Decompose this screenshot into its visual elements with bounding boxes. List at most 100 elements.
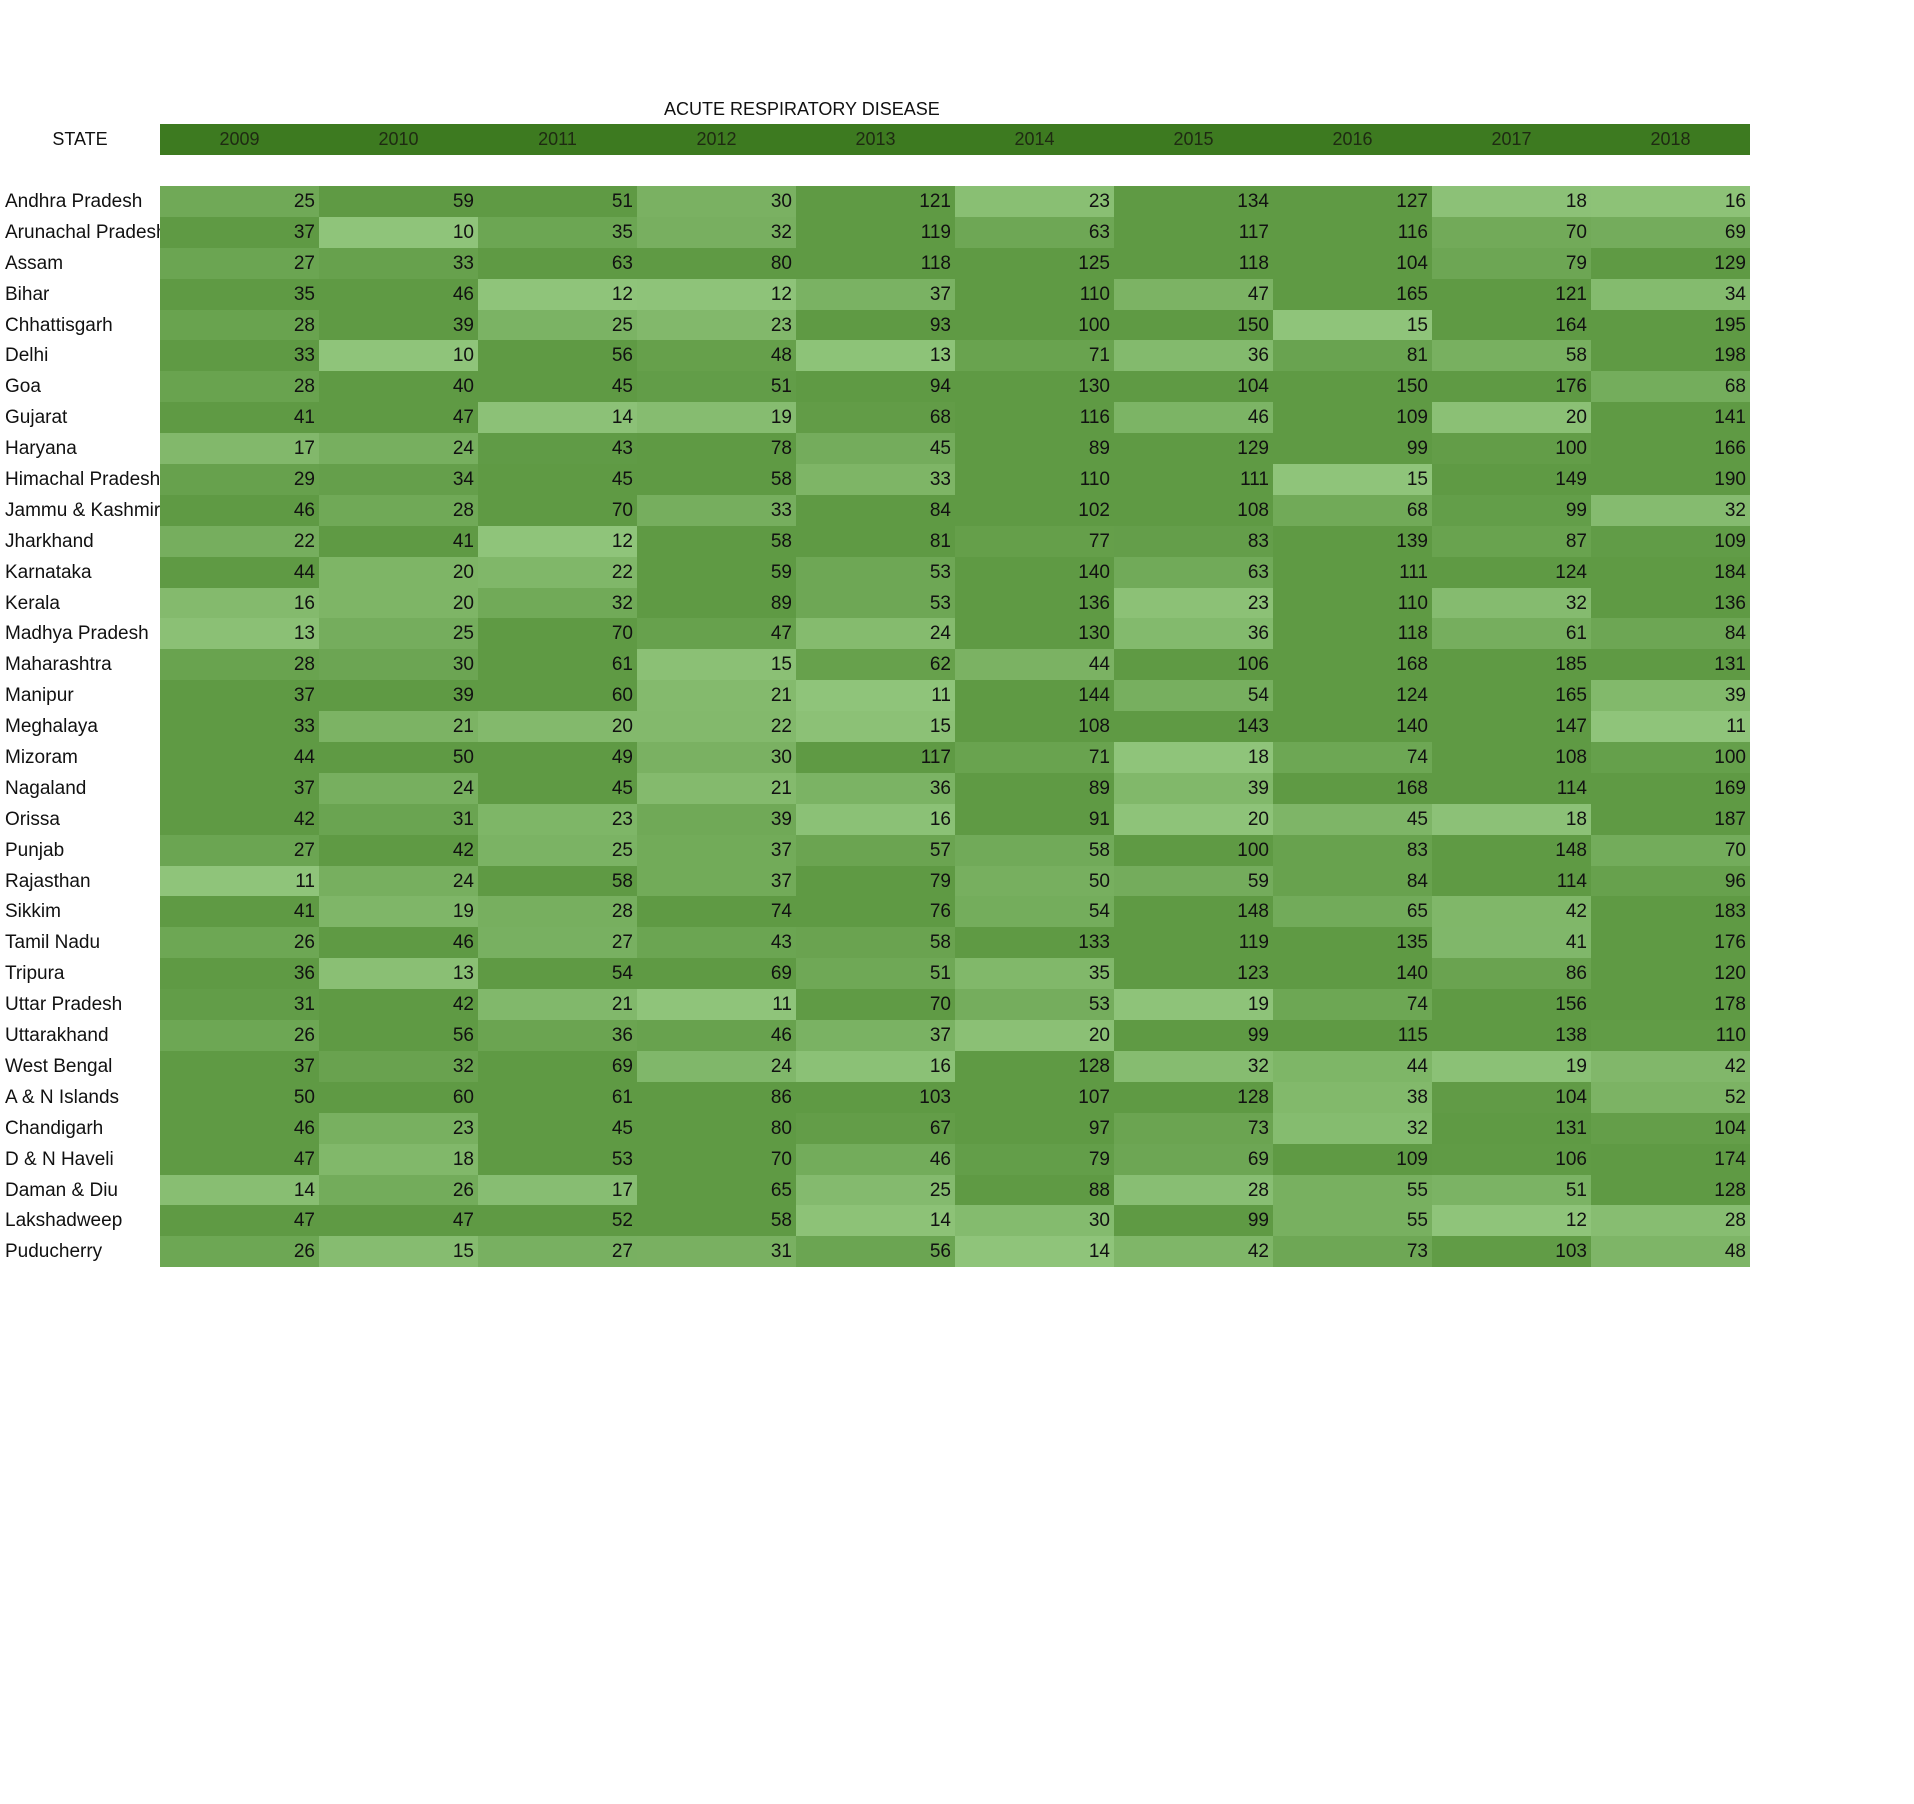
heatmap-cell: 13	[796, 340, 955, 372]
heatmap-cell: 141	[1591, 402, 1750, 434]
heatmap-cell: 118	[796, 247, 955, 279]
heatmap-cell: 42	[319, 989, 478, 1021]
heatmap-cell: 119	[796, 216, 955, 248]
state-column-header: STATE	[52, 129, 108, 149]
heatmap-cell: 190	[1591, 464, 1750, 495]
heatmap-cell: 110	[955, 278, 1114, 310]
heatmap-cell: 79	[796, 865, 955, 897]
heatmap-cell: 26	[160, 1020, 319, 1051]
heatmap-cell: 51	[478, 186, 637, 217]
heatmap-cell: 41	[319, 525, 478, 557]
heatmap-cell: 138	[1432, 1020, 1591, 1051]
heatmap-cell: 52	[478, 1205, 637, 1237]
heatmap-cell: 39	[1591, 680, 1750, 712]
heatmap-cell: 28	[319, 494, 478, 526]
heatmap-cell: 107	[955, 1081, 1114, 1113]
heatmap-cell: 130	[955, 618, 1114, 650]
heatmap-cell: 21	[637, 772, 796, 804]
heatmap-cell: 120	[1591, 958, 1750, 990]
heatmap-cell: 12	[637, 278, 796, 310]
heatmap-cell: 111	[1273, 556, 1432, 588]
heatmap-cell: 109	[1273, 402, 1432, 434]
heatmap-cell: 25	[478, 834, 637, 866]
heatmap-cell: 42	[160, 803, 319, 835]
heatmap-cell: 68	[1591, 371, 1750, 403]
heatmap-cell: 40	[319, 371, 478, 403]
heatmap-cell: 18	[1432, 186, 1591, 217]
heatmap-cell: 29	[160, 464, 319, 495]
heatmap-cell: 26	[160, 1236, 319, 1268]
heatmap-cell: 99	[1114, 1020, 1273, 1051]
table-row: Arunachal Pradesh 37 10 35 32 119 63 117 116 70 69	[0, 216, 1750, 248]
heatmap-cell: 48	[1591, 1236, 1750, 1268]
heatmap-cell: 49	[478, 742, 637, 773]
heatmap-cell: 79	[1432, 247, 1591, 279]
heatmap-cell: 23	[319, 1112, 478, 1144]
heatmap-cell: 99	[1432, 494, 1591, 526]
heatmap-cell: 118	[1114, 247, 1273, 279]
state-label: Delhi	[5, 345, 49, 367]
heatmap-cell: 89	[637, 587, 796, 619]
heatmap-cell: 129	[1591, 247, 1750, 279]
heatmap-cell: 53	[955, 989, 1114, 1021]
heatmap-cell: 67	[796, 1112, 955, 1144]
state-label: Rajasthan	[5, 870, 91, 892]
heatmap-cell: 69	[1114, 1143, 1273, 1175]
heatmap-cell: 41	[1432, 927, 1591, 959]
heatmap-cell: 25	[796, 1174, 955, 1206]
heatmap-cell: 47	[637, 618, 796, 650]
heatmap-cell: 16	[1591, 186, 1750, 217]
heatmap-cell: 139	[1273, 525, 1432, 557]
table-row: Chandigarh 46 23 45 80 67 97 73 32 131 104	[0, 1112, 1750, 1144]
heatmap-cell: 33	[319, 247, 478, 279]
heatmap-cell: 124	[1273, 680, 1432, 712]
heatmap-cell: 130	[955, 371, 1114, 403]
chart-title: ACUTE RESPIRATORY DISEASE	[664, 99, 940, 119]
heatmap-cell: 110	[1591, 1020, 1750, 1051]
heatmap-cell: 44	[160, 556, 319, 588]
heatmap-cell: 10	[319, 340, 478, 372]
heatmap-cell: 12	[478, 278, 637, 310]
state-label: Sikkim	[5, 901, 61, 923]
state-label: Orissa	[5, 808, 60, 830]
heatmap-cell: 58	[637, 1205, 796, 1237]
heatmap-cell: 11	[1591, 711, 1750, 743]
heatmap-cell: 10	[319, 216, 478, 248]
year-header-2014: 2014	[955, 124, 1114, 155]
heatmap-cell: 20	[478, 711, 637, 743]
heatmap-cell: 86	[637, 1081, 796, 1113]
heatmap-cell: 21	[478, 989, 637, 1021]
heatmap-cell: 58	[955, 834, 1114, 866]
year-header-2017: 2017	[1432, 124, 1591, 155]
heatmap-cell: 109	[1273, 1143, 1432, 1175]
heatmap-cell: 51	[796, 958, 955, 990]
heatmap-cell: 70	[478, 618, 637, 650]
heatmap-cell: 69	[1591, 216, 1750, 248]
table-row: Manipur 37 39 60 21 11 144 54 124 165 39	[0, 680, 1750, 712]
heatmap-cell: 99	[1273, 433, 1432, 465]
heatmap-cell: 156	[1432, 989, 1591, 1021]
heatmap-cell: 104	[1273, 247, 1432, 279]
heatmap-cell: 111	[1114, 464, 1273, 495]
heatmap-cell: 71	[955, 742, 1114, 773]
heatmap-cell: 115	[1273, 1020, 1432, 1051]
heatmap-cell: 36	[1114, 618, 1273, 650]
heatmap-cell: 58	[637, 464, 796, 495]
table-row: Daman & Diu 14 26 17 65 25 88 28 55 51 128	[0, 1174, 1750, 1206]
state-label: A & N Islands	[5, 1086, 120, 1108]
heatmap-cell: 25	[160, 186, 319, 217]
heatmap-cell: 46	[160, 494, 319, 526]
heatmap-cell: 39	[319, 680, 478, 712]
table-row: Nagaland 37 24 45 21 36 89 39 168 114 169	[0, 772, 1750, 804]
state-label: Karnataka	[5, 561, 92, 583]
state-label: Lakshadweep	[5, 1210, 123, 1232]
heatmap-cell: 109	[1591, 525, 1750, 557]
heatmap-cell: 20	[319, 587, 478, 619]
heatmap-cell: 100	[1591, 742, 1750, 773]
heatmap-cell: 55	[1273, 1174, 1432, 1206]
heatmap-cell: 150	[1273, 371, 1432, 403]
heatmap-cell: 30	[955, 1205, 1114, 1237]
heatmap-cell: 83	[1114, 525, 1273, 557]
heatmap-cell: 58	[637, 525, 796, 557]
heatmap-cell: 104	[1432, 1081, 1591, 1113]
